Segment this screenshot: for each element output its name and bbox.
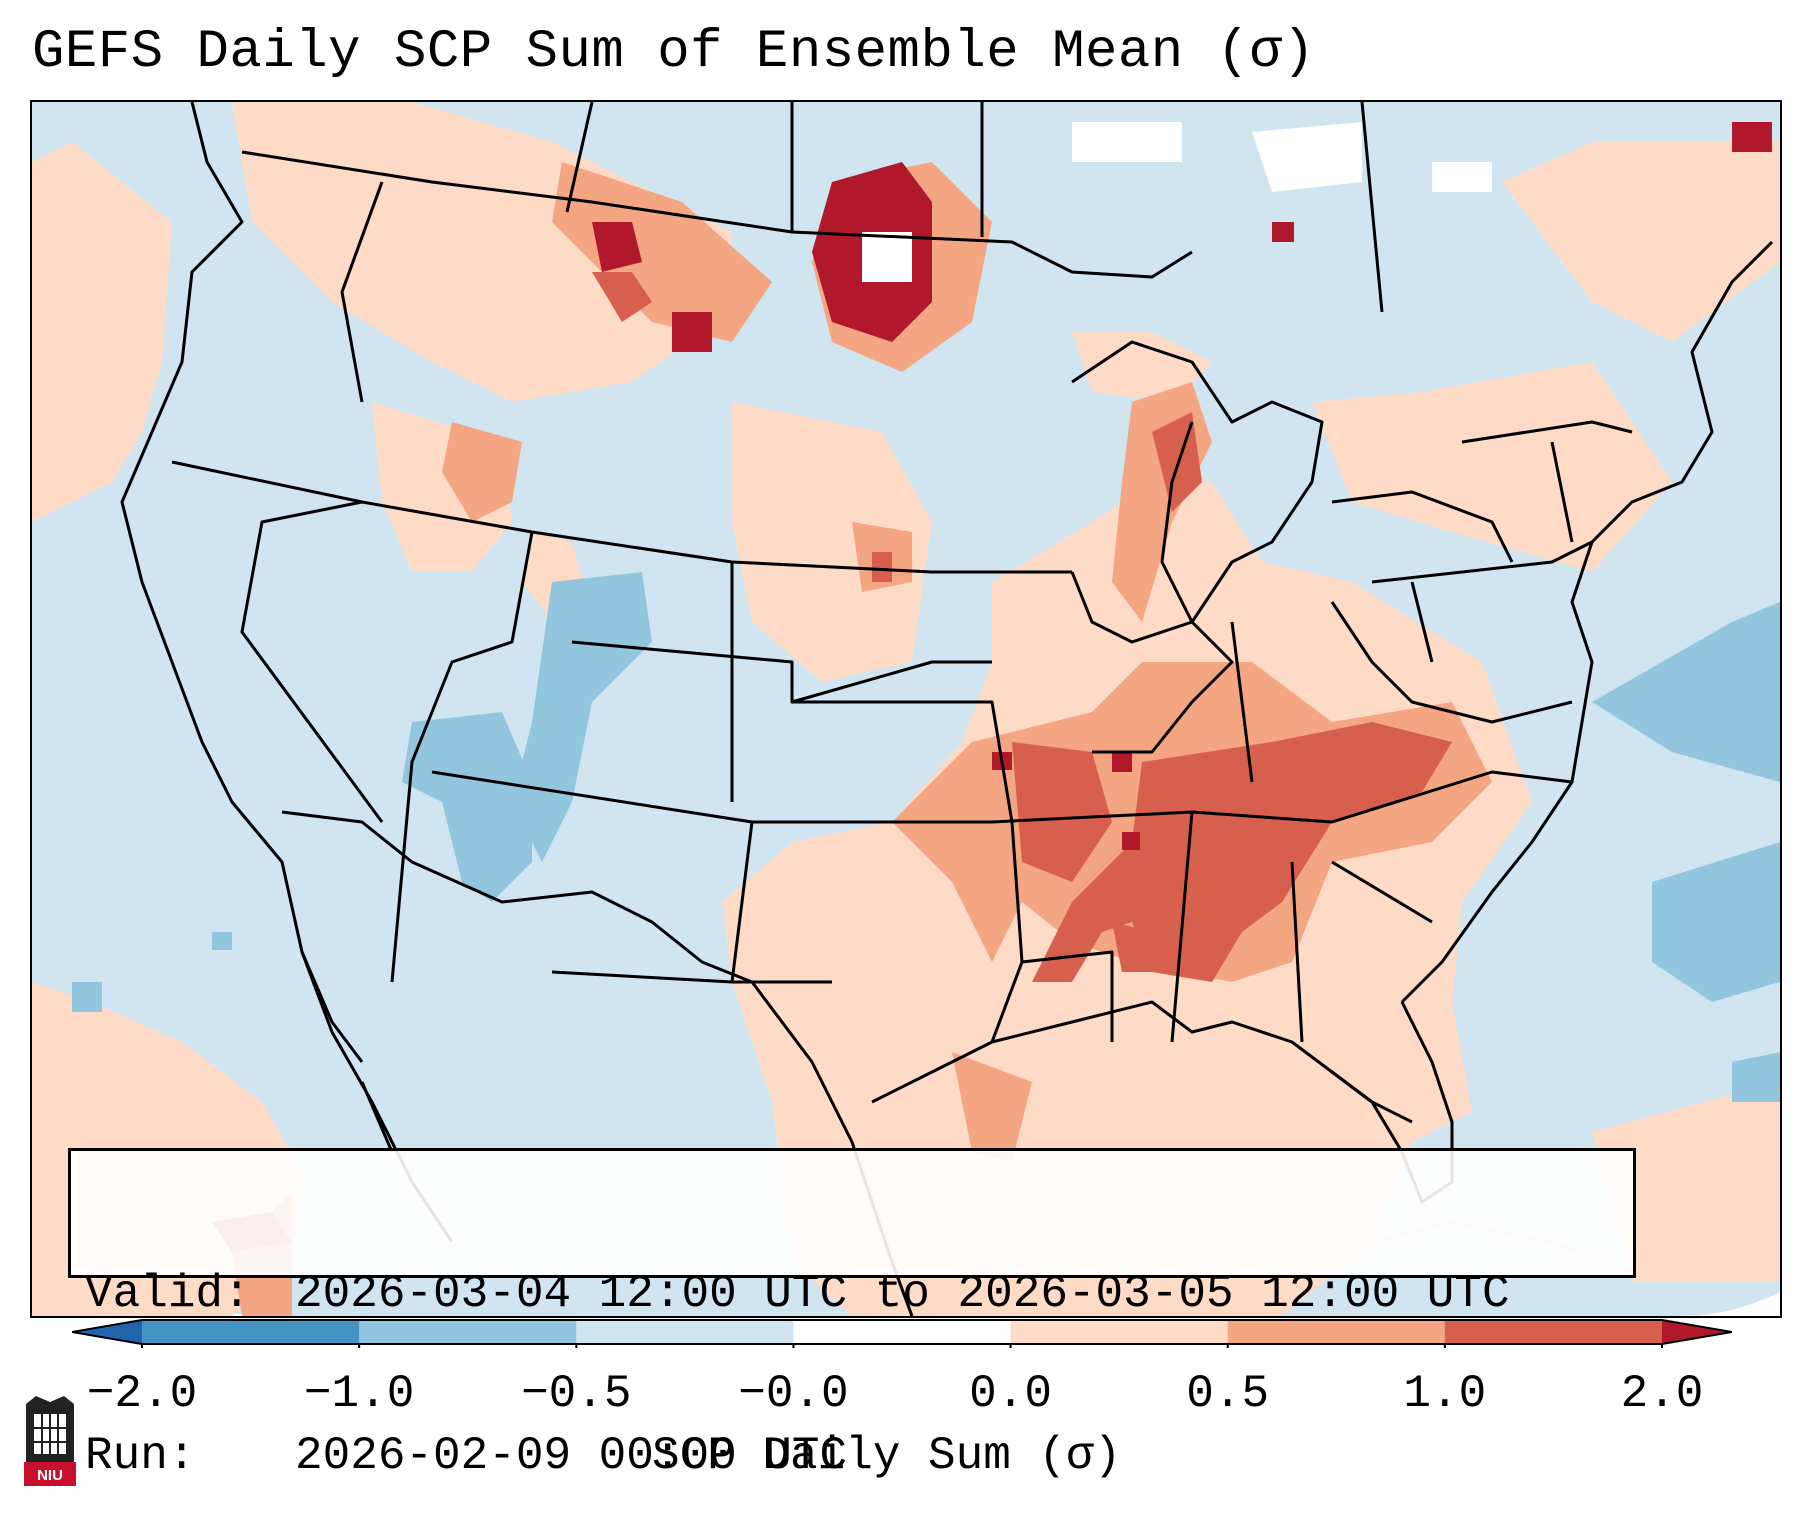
valid-key: Valid:: [85, 1268, 251, 1320]
colorbar-bin: [1227, 1320, 1446, 1344]
no-data-corner: [1682, 1292, 1780, 1316]
map-title: GEFS Daily SCP Sum of Ensemble Mean (σ): [32, 22, 1316, 83]
colorbar-tick-label: −1.0: [303, 1368, 415, 1420]
run-row: Run: 2026-02-09 00:00 UTC: [85, 1429, 1633, 1483]
colorbar-bin: [576, 1320, 794, 1344]
colorbar-under-arrow: [72, 1320, 142, 1344]
anomaly-near-zero: [862, 122, 1492, 282]
colorbar-bin: [1010, 1320, 1229, 1344]
colorbar-tick-label: 2.0: [1620, 1368, 1704, 1420]
map-canvas: [32, 102, 1780, 1316]
colorbar-label: SCP Daily Sum (σ): [652, 1430, 1122, 1482]
colorbar-bin: [142, 1320, 360, 1344]
anomaly-extreme-positive: [592, 122, 1772, 850]
colorbar-tick-label: −0.5: [521, 1368, 632, 1420]
colorbar-tick-label: −2.0: [86, 1368, 198, 1420]
colorbar-tick-label: 0.0: [969, 1368, 1052, 1420]
run-key: Run:: [85, 1430, 196, 1482]
colorbar-tick-label: −0.0: [738, 1368, 849, 1420]
logo-text: NIU: [37, 1467, 63, 1484]
colorbar-over-arrow: [1662, 1320, 1732, 1344]
run-value: 2026-02-09 00:00 UTC: [295, 1430, 848, 1482]
valid-value: 2026-03-04 12:00 UTC to 2026-03-05 12:00…: [295, 1268, 1510, 1320]
validity-info-box: Valid: 2026-03-04 12:00 UTC to 2026-03-05…: [68, 1148, 1636, 1482]
map-panel: [30, 100, 1782, 1318]
logo-banner: [24, 1462, 76, 1486]
colorbar-bin: [359, 1320, 577, 1344]
logo-window-grid: [34, 1414, 66, 1454]
valid-row: Valid: 2026-03-04 12:00 UTC to 2026-03-05…: [85, 1267, 1633, 1321]
colorbar-tick-label: 0.5: [1186, 1368, 1270, 1420]
colorbar-bin: [1444, 1320, 1663, 1344]
niu-logo: NIU: [24, 1396, 76, 1486]
colorbar-bin: [793, 1320, 1012, 1344]
colorbar: [72, 1319, 1732, 1348]
colorbar-tick-label: 1.0: [1403, 1368, 1487, 1420]
boundaries: [120, 102, 1774, 1316]
